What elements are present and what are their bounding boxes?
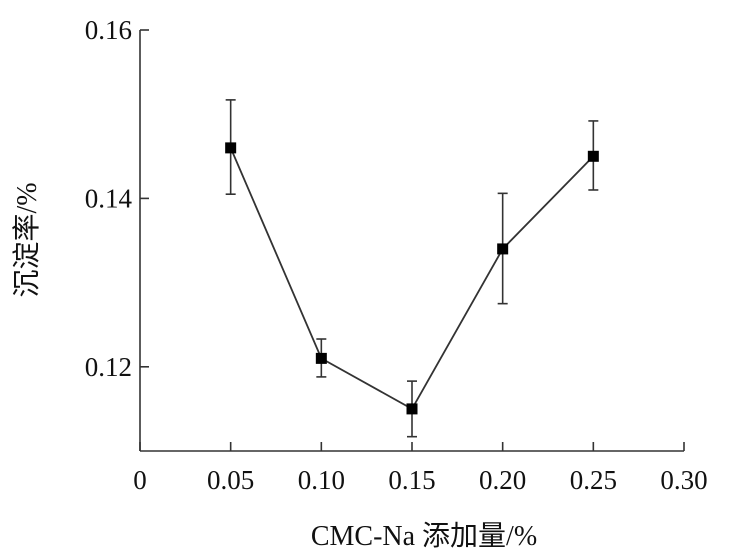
x-tick-label: 0.30	[660, 465, 707, 495]
x-tick-label: 0.20	[479, 465, 526, 495]
y-axis-label: 沉淀率/%	[11, 182, 43, 297]
plot-area	[225, 99, 599, 438]
series-line	[229, 147, 594, 411]
x-axis-label: CMC-Na 添加量/%	[311, 521, 537, 552]
ticks: 0 0.05 0.10 0.15 0.20 0.25 0.30 0.12 0.14 0.16	[85, 15, 708, 495]
x-tick-label: 0.25	[570, 465, 617, 495]
data-point	[497, 243, 509, 255]
x-tick-label: 0	[133, 465, 147, 495]
x-tick-label: 0.10	[298, 465, 345, 495]
data-point	[406, 403, 418, 415]
y-tick-label: 0.12	[85, 352, 132, 382]
y-tick-label: 0.14	[85, 183, 133, 213]
x-tick-label: 0.05	[207, 465, 254, 495]
data-point	[315, 352, 327, 364]
y-tick-label: 0.16	[85, 15, 132, 45]
data-point	[225, 142, 237, 154]
data-point	[587, 150, 599, 162]
x-tick-label: 0.15	[388, 465, 435, 495]
